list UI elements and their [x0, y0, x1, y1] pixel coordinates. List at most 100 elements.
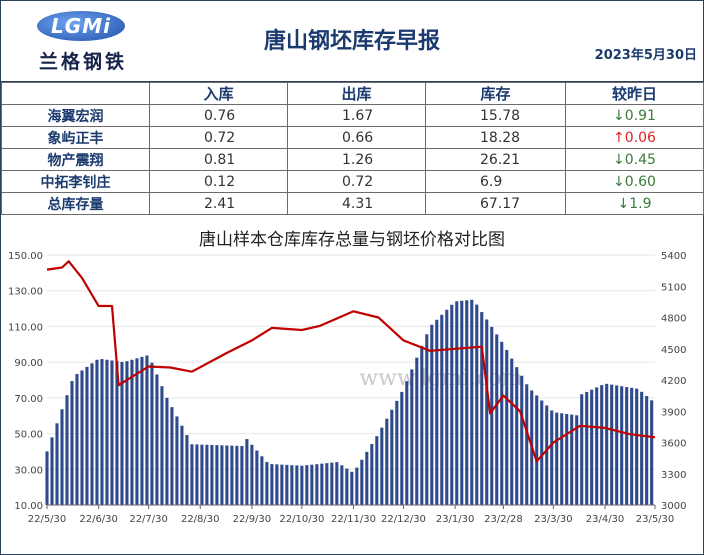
- outbound-value: 1.67: [287, 104, 426, 127]
- inventory-bar: [280, 464, 284, 505]
- warehouse-name: 海翼宏润: [1, 104, 150, 127]
- inventory-bar: [355, 467, 359, 505]
- inventory-bar: [315, 464, 319, 505]
- y-left-tick-label: 110.00: [8, 322, 43, 333]
- inventory-bar: [440, 314, 444, 505]
- change-value: ↓0.60: [565, 170, 704, 193]
- inventory-bar: [385, 418, 389, 505]
- outbound-value: 0.72: [287, 170, 426, 193]
- inventory-bar: [350, 471, 354, 505]
- inventory-bar: [285, 464, 289, 505]
- inventory-bar: [580, 394, 584, 505]
- y-right-tick-label: 4800: [661, 314, 686, 325]
- inventory-bar: [75, 374, 79, 505]
- inventory-bar: [165, 397, 169, 505]
- inventory-bar: [260, 456, 264, 505]
- inventory-bar: [405, 381, 409, 505]
- column-header: 较昨日: [565, 82, 704, 105]
- inventory-bar: [325, 463, 329, 505]
- inventory-bar: [190, 444, 194, 505]
- inventory-bar: [275, 464, 279, 505]
- inventory-bar: [160, 386, 164, 505]
- logo-subtext: 兰格钢铁: [39, 51, 128, 73]
- inventory-bar: [560, 413, 564, 505]
- x-tick-label: 23/5/30: [636, 514, 675, 525]
- stock-value: 15.78: [425, 104, 566, 127]
- warehouse-name: 物产震翔: [1, 148, 150, 171]
- inventory-bar: [185, 435, 189, 505]
- inventory-bar: [465, 300, 469, 505]
- inventory-bar: [370, 444, 374, 505]
- inventory-bar: [135, 358, 139, 505]
- inventory-bar: [520, 375, 524, 505]
- table-row: 海翼宏润 0.76 1.67 15.78 ↓0.91: [1, 104, 704, 127]
- report-title: 唐山钢坯库存早报: [263, 29, 440, 54]
- inventory-bar: [615, 385, 619, 505]
- stock-value: 26.21: [425, 148, 566, 171]
- inventory-bar: [375, 436, 379, 505]
- inventory-bar: [605, 383, 609, 505]
- inventory-bar: [470, 299, 474, 505]
- inventory-bar: [55, 423, 59, 505]
- inventory-bar: [565, 413, 569, 505]
- inventory-bar: [130, 359, 134, 505]
- inventory-bar: [570, 414, 574, 505]
- inbound-value: 2.41: [149, 192, 288, 215]
- x-tick-label: 22/7/30: [129, 514, 168, 525]
- inventory-bar: [170, 407, 174, 505]
- inventory-bar: [145, 355, 149, 505]
- table-row: 中拓李钊庄 0.12 0.72 6.9 ↓0.60: [1, 170, 704, 193]
- y-left-tick-label: 50.00: [14, 430, 43, 441]
- report-header: LGMi 兰格钢铁 唐山钢坯库存早报 2023年5月30日: [1, 1, 703, 82]
- inventory-bar: [455, 301, 459, 505]
- inventory-bar: [300, 465, 304, 505]
- x-tick-label: 22/11/30: [331, 514, 376, 525]
- y-right-tick-label: 3000: [661, 501, 686, 512]
- inventory-bar: [555, 412, 559, 505]
- inventory-bar: [380, 427, 384, 505]
- inventory-bar: [400, 391, 404, 505]
- y-left-tick-label: 130.00: [8, 287, 43, 298]
- warehouse-name: 中拓李钊庄: [1, 170, 150, 193]
- inventory-bar: [640, 391, 644, 505]
- inventory-bar: [100, 359, 104, 505]
- inventory-bar: [195, 444, 199, 505]
- inventory-bar: [445, 309, 449, 505]
- inventory-bar: [360, 459, 364, 505]
- inventory-bar: [225, 445, 229, 505]
- inventory-bar: [115, 361, 119, 505]
- inventory-bar: [245, 439, 249, 505]
- inventory-bar: [220, 445, 224, 505]
- inventory-bar: [430, 324, 434, 505]
- change-value: ↓0.45: [565, 148, 704, 171]
- inventory-bar: [585, 391, 589, 505]
- inventory-bar: [550, 410, 554, 505]
- inventory-bar: [235, 445, 239, 505]
- inventory-bar: [205, 444, 209, 505]
- outbound-value: 4.31: [287, 192, 426, 215]
- inventory-bar: [210, 444, 214, 505]
- warehouse-name: 象屿正丰: [1, 126, 150, 149]
- x-tick-label: 22/10/30: [279, 514, 324, 525]
- inventory-bar: [140, 356, 144, 505]
- y-right-tick-label: 3600: [661, 439, 686, 450]
- x-tick-label: 22/5/30: [28, 514, 67, 525]
- inventory-bar: [305, 465, 309, 505]
- inventory-bar: [310, 464, 314, 505]
- inventory-bar: [635, 388, 639, 505]
- inventory-bar: [240, 446, 244, 505]
- inventory-price-chart: 唐山样本仓库库存总量与钢坯价格对比图 www.lgmi.com 150.0013…: [8, 229, 686, 525]
- inventory-bar: [230, 445, 234, 505]
- inventory-bar: [105, 359, 109, 505]
- lgmi-logo: LGMi 兰格钢铁: [37, 11, 129, 73]
- inventory-bar: [45, 451, 49, 505]
- y-right-tick-label: 4500: [661, 345, 686, 356]
- x-tick-label: 23/4/30: [586, 514, 625, 525]
- chart-title: 唐山样本仓库库存总量与钢坯价格对比图: [199, 229, 505, 250]
- report-date: 2023年5月30日: [594, 48, 697, 63]
- inventory-bar: [340, 465, 344, 505]
- inventory-bar: [540, 400, 544, 505]
- inventory-bar: [490, 326, 494, 505]
- inventory-bar: [495, 334, 499, 505]
